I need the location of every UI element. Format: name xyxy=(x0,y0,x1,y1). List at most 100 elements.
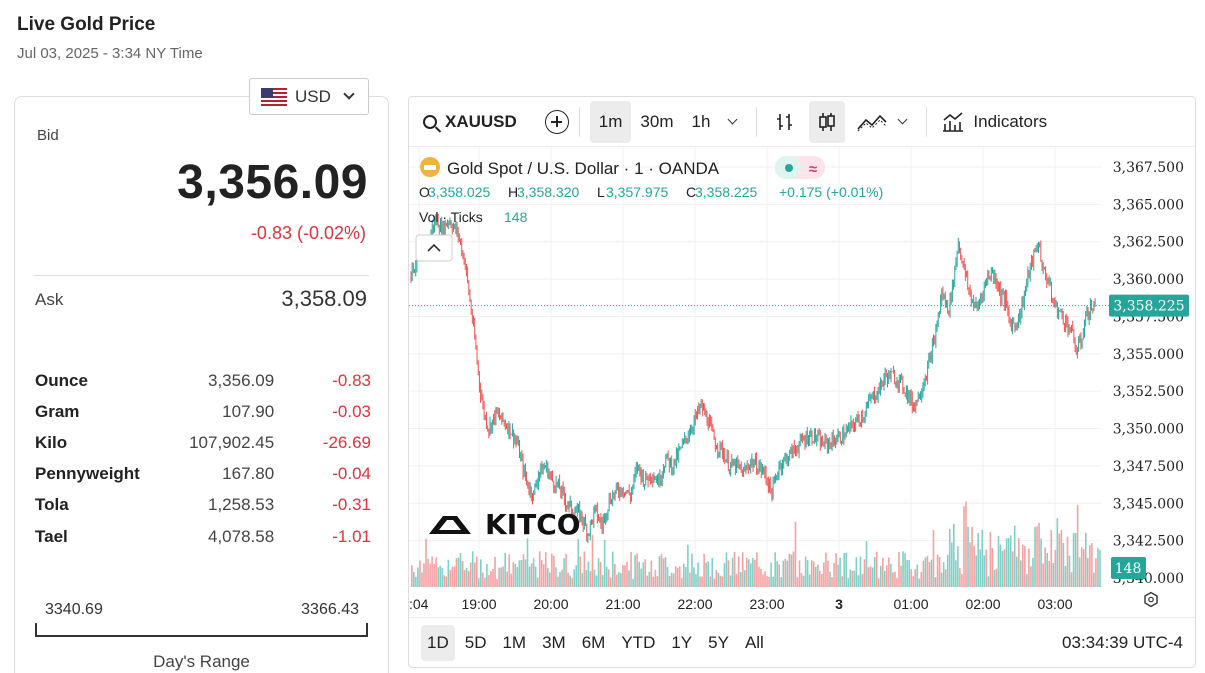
ohlc-change: +0.175 (+0.01%) xyxy=(779,184,883,200)
y-tick-label: 3,347.500 xyxy=(1113,459,1184,475)
volume-bar xyxy=(959,568,961,587)
volume-bar xyxy=(674,566,677,587)
volume-bar xyxy=(1020,560,1022,587)
volume-bar xyxy=(946,554,949,587)
range-ytd-button[interactable]: YTD xyxy=(621,632,656,652)
volume-bar xyxy=(449,569,452,587)
volume-bar xyxy=(973,545,975,587)
x-tick-label: 21:00 xyxy=(605,596,640,612)
volume-bar xyxy=(427,558,429,587)
volume-bar xyxy=(847,578,850,587)
volume-bar xyxy=(953,523,955,587)
volume-bar xyxy=(496,578,498,587)
gold-bar-icon xyxy=(424,165,436,170)
volume-bar xyxy=(1076,504,1079,587)
volume-bar xyxy=(975,555,977,587)
range-6m-button[interactable]: 6M xyxy=(581,632,606,652)
volume-bar xyxy=(1084,532,1087,587)
volume-bar xyxy=(902,551,904,587)
range-3m-button[interactable]: 3M xyxy=(542,632,566,652)
volume-bar xyxy=(741,552,744,587)
add-symbol-icon[interactable] xyxy=(544,109,569,134)
volume-value: 148 xyxy=(504,209,528,225)
volume-bar xyxy=(778,564,781,587)
volume-bar xyxy=(877,578,880,587)
candles-icon[interactable] xyxy=(809,100,846,143)
volume-bar xyxy=(559,571,561,587)
volume-bar xyxy=(745,557,748,587)
area-chart-icon[interactable] xyxy=(855,101,889,143)
unit-change: -0.83 xyxy=(332,370,371,390)
y-tick-label: 3,362.500 xyxy=(1113,235,1184,251)
unit-row: Tola 1,258.53 -0.31 xyxy=(35,490,371,521)
volume-bar xyxy=(798,560,801,587)
price-chart[interactable]: 3,367.500 3,365.000 3,362.500 3,360.000 3,35… xyxy=(409,147,1196,619)
volume-bar xyxy=(601,575,604,587)
volume-bar xyxy=(490,571,492,587)
range-1y-button[interactable]: 1Y xyxy=(671,632,693,652)
range-1m-button[interactable]: 1M xyxy=(502,632,527,652)
bid-label: Bid xyxy=(37,127,59,144)
volume-bar xyxy=(900,565,902,587)
volume-bar xyxy=(664,557,667,587)
volume-bar xyxy=(967,526,969,587)
unit-name: Gram xyxy=(35,401,80,421)
currency-select[interactable]: USD xyxy=(249,78,369,115)
volume-bar xyxy=(648,571,651,587)
volume-bar xyxy=(857,575,860,587)
volume-bar xyxy=(896,578,898,587)
chart-type-dropdown-icon[interactable] xyxy=(897,114,908,125)
volume-bar xyxy=(717,572,720,587)
volume-bar xyxy=(916,564,919,587)
volume-bar xyxy=(979,549,981,587)
volume-bar xyxy=(806,560,809,587)
unit-row: Pennyweight 167.80 -0.04 xyxy=(35,459,371,490)
volume-bar xyxy=(1072,532,1075,587)
volume-bar xyxy=(622,565,624,587)
volume-bar xyxy=(926,555,929,587)
interval-1h-button[interactable]: 1h xyxy=(691,111,711,131)
volume-bar xyxy=(747,559,750,587)
volume-bar xyxy=(678,566,681,587)
chart-widget: XAUUSD 1m 30m 1h Indicators 3,367.500 3,3… xyxy=(408,96,1196,668)
indicators-button[interactable]: Indicators xyxy=(941,101,1047,143)
volume-bar xyxy=(510,573,513,587)
volume-bar xyxy=(1022,544,1024,587)
volume-bar xyxy=(683,563,685,587)
range-5d-button[interactable]: 5D xyxy=(464,632,487,652)
volume-bar xyxy=(467,571,470,587)
volume-bar xyxy=(965,501,967,587)
unit-name: Tael xyxy=(35,526,68,546)
chart-canvas[interactable]: 3,367.500 3,365.000 3,362.500 3,360.000 3,35… xyxy=(409,147,1196,619)
volume-bar xyxy=(658,556,661,587)
volume-bar xyxy=(443,575,446,587)
volume-bar xyxy=(770,562,772,587)
volume-bar xyxy=(810,560,813,587)
compare-bars-icon[interactable] xyxy=(767,101,803,143)
symbol-search-button[interactable]: XAUUSD xyxy=(423,101,517,143)
volume-bar xyxy=(762,574,764,587)
volume-bar xyxy=(707,561,709,587)
volume-bar xyxy=(735,574,738,587)
volume-bar xyxy=(721,576,724,587)
range-1d-button[interactable]: 1D xyxy=(421,624,455,661)
volume-bar xyxy=(524,559,527,587)
volume-bar xyxy=(1040,538,1042,587)
bid-change: -0.83 (-0.02%) xyxy=(250,223,366,243)
volume-bar xyxy=(782,560,785,587)
kitco-logo-icon xyxy=(429,516,471,534)
volume-bar xyxy=(948,528,951,587)
interval-1m-button[interactable]: 1m xyxy=(589,100,632,143)
volume-bar xyxy=(536,577,539,587)
interval-dropdown-icon[interactable] xyxy=(727,114,738,125)
volume-bar xyxy=(863,559,866,587)
volume-bar xyxy=(894,571,896,587)
range-5y-button[interactable]: 5Y xyxy=(708,632,729,652)
volume-bar xyxy=(701,576,703,587)
range-all-button[interactable]: All xyxy=(744,632,764,652)
volume-bar xyxy=(1030,566,1032,587)
volume-bar xyxy=(415,576,417,587)
volume-bar xyxy=(431,556,433,587)
interval-30m-button[interactable]: 30m xyxy=(640,111,674,131)
volume-bar xyxy=(890,563,892,587)
